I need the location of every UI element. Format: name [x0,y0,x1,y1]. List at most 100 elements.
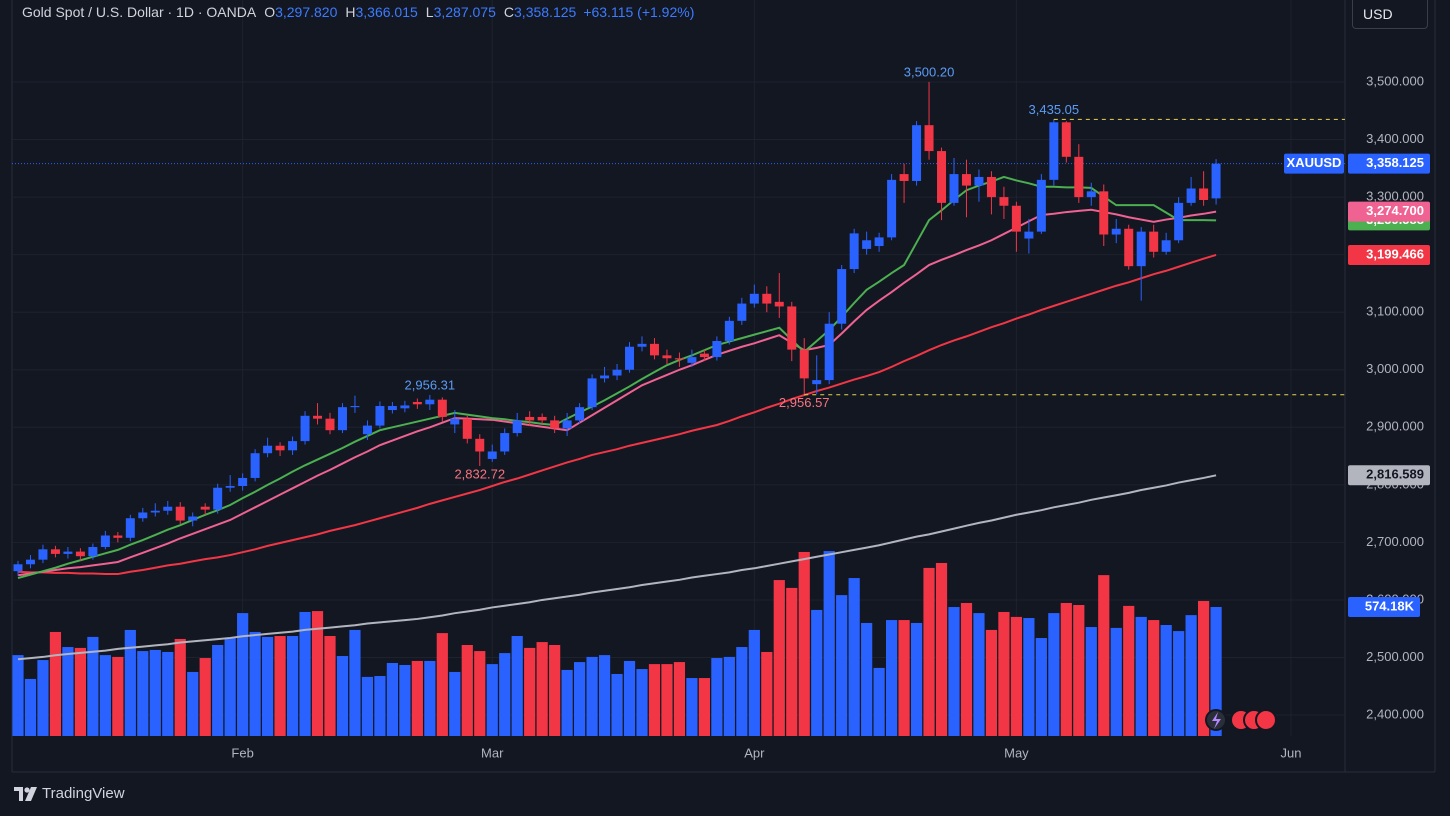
volume-bar [648,664,661,736]
candle-body [500,433,510,452]
candle-body [862,240,872,249]
candle-body [1086,191,1096,198]
y-tick-label: 3,400.000 [1366,131,1424,146]
volume-bar [1010,616,1022,736]
candle-body [113,535,123,538]
volume-bar [311,611,324,736]
volume-bar [786,587,798,736]
currency-button[interactable]: USD [1352,0,1428,29]
candle-body [250,453,260,478]
candle-body [475,438,485,452]
candle-body [712,340,722,358]
volume-bar [224,638,236,736]
candle-body [575,407,585,421]
x-tick-label: Jun [1280,745,1301,760]
candle-body [1111,228,1121,235]
candle-body [550,420,560,429]
candle-body [213,487,223,510]
candle-body [75,551,85,557]
ohlc-key: L [425,4,434,20]
volume-bar [511,636,523,736]
volume-bar [274,636,286,736]
candle-body [50,549,60,554]
ohlc-key: H [345,4,356,20]
candle-body [600,375,610,379]
candle-body [150,510,160,513]
volume-bar [636,669,648,736]
ma-badge [1348,465,1430,486]
candle-body [612,369,622,376]
volume-bar [861,622,873,736]
moving-average [17,254,1217,576]
candle-body [487,451,497,459]
candle-body [1099,191,1109,235]
candle-body [937,151,947,203]
volume-bar [673,662,686,736]
volume-bar [124,629,136,736]
candle-body [163,506,173,511]
volume-bar [99,655,111,736]
candle-body [1011,205,1021,232]
volume-bar [960,602,973,736]
candle-body [812,380,822,385]
y-tick-label: 2,900.000 [1366,419,1424,434]
volume-bar [1073,604,1085,736]
volume-bar [661,664,673,736]
candle-body [1186,188,1196,203]
ma-badge-label: 3,274.700 [1366,203,1424,218]
symbol-badge-label: XAUUSD [1287,155,1342,170]
candle-body [1149,231,1159,252]
candle-body [313,415,323,419]
volume-bar [174,638,186,736]
volume-bar [773,580,785,736]
extreme-label: 2,832.72 [454,466,505,481]
volume-bar [1098,575,1110,736]
volume-bar [237,613,249,736]
volume-bar [923,567,935,736]
volume-bar [611,673,623,736]
ohlc-key: O [264,4,276,20]
logo[interactable]: TradingView [14,785,125,802]
volume-bar [87,636,99,736]
event-icon-bolt [1212,712,1221,729]
candle-body [362,425,372,435]
ma-badge-label: 3,199.466 [1366,246,1424,261]
candle-body [874,237,884,247]
candle-body [587,378,597,408]
candle-body [375,406,385,426]
candle-body [537,416,547,421]
candle-body [1124,228,1134,267]
volume-bar [848,578,860,736]
volume-bar [948,607,960,736]
candle-body [949,174,959,203]
volume-bar [1148,620,1160,736]
candle-body [774,301,784,307]
volume-bar [1060,602,1072,736]
volume-bar [1110,627,1122,736]
volume-bar [162,651,174,736]
candle-body [1174,202,1184,241]
volume-bar [1085,627,1097,736]
volume-bar [286,636,299,736]
volume-bar [910,622,923,736]
ohlc-value: 3,297.820 [275,4,338,20]
candle-body [63,551,73,554]
volume-bar [598,655,611,736]
volume-bar [1023,618,1035,736]
volume-bar [798,551,810,736]
volume-bar [112,656,124,736]
volume-bar [1035,638,1047,736]
volume-bar [748,629,760,736]
volume-bar [536,642,548,736]
volume-bar [698,678,710,736]
candle-body [263,445,273,454]
volume-bar [811,609,823,736]
volume-bar [187,671,199,736]
volume-bar [474,651,486,736]
candle-body [1061,122,1071,157]
candle-body [412,401,422,405]
candle-body [562,420,572,429]
volume-bar [873,667,885,736]
change: +63.115 (+1.92%) [583,4,695,20]
